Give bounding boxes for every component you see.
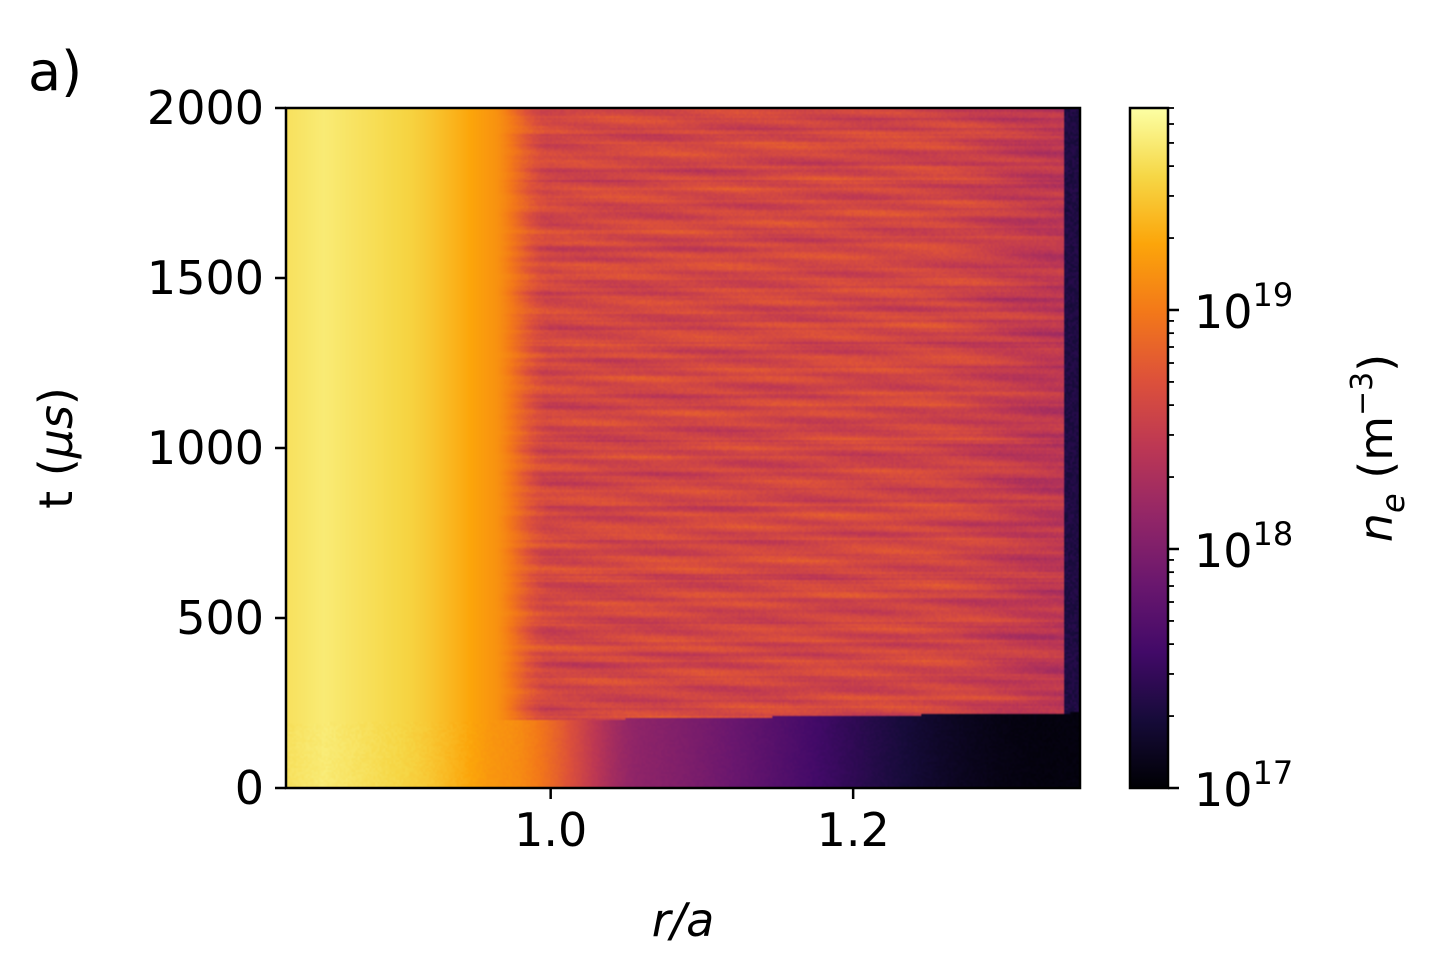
colorbar-label: ne (m−3) xyxy=(1345,354,1412,542)
y-tick-label: 0 xyxy=(235,761,264,815)
colorbar-tick-label: 1017 xyxy=(1194,754,1293,817)
y-axis: 0 500 1000 1500 2000 xyxy=(147,81,286,815)
x-tick-label: 1.0 xyxy=(514,803,587,857)
x-axis: 1.0 1.2 xyxy=(514,788,890,857)
heatmap-plot xyxy=(286,108,1080,788)
x-axis-label: r/a xyxy=(652,893,715,947)
colorbar-axis: 1017 1018 1019 xyxy=(1168,107,1293,817)
panel-label: a) xyxy=(28,40,82,103)
y-tick-label: 500 xyxy=(176,591,264,645)
y-tick-label: 1500 xyxy=(147,251,264,305)
y-tick-label: 1000 xyxy=(147,421,264,475)
y-axis-label: t (μs) xyxy=(29,387,83,509)
heatmap-image xyxy=(286,108,1080,788)
colorbar-tick-label: 1018 xyxy=(1194,515,1293,578)
x-tick-label: 1.2 xyxy=(817,803,890,857)
y-tick-label: 2000 xyxy=(147,81,264,135)
colorbar xyxy=(1128,106,1170,790)
colorbar-tick-label: 1019 xyxy=(1194,276,1293,339)
